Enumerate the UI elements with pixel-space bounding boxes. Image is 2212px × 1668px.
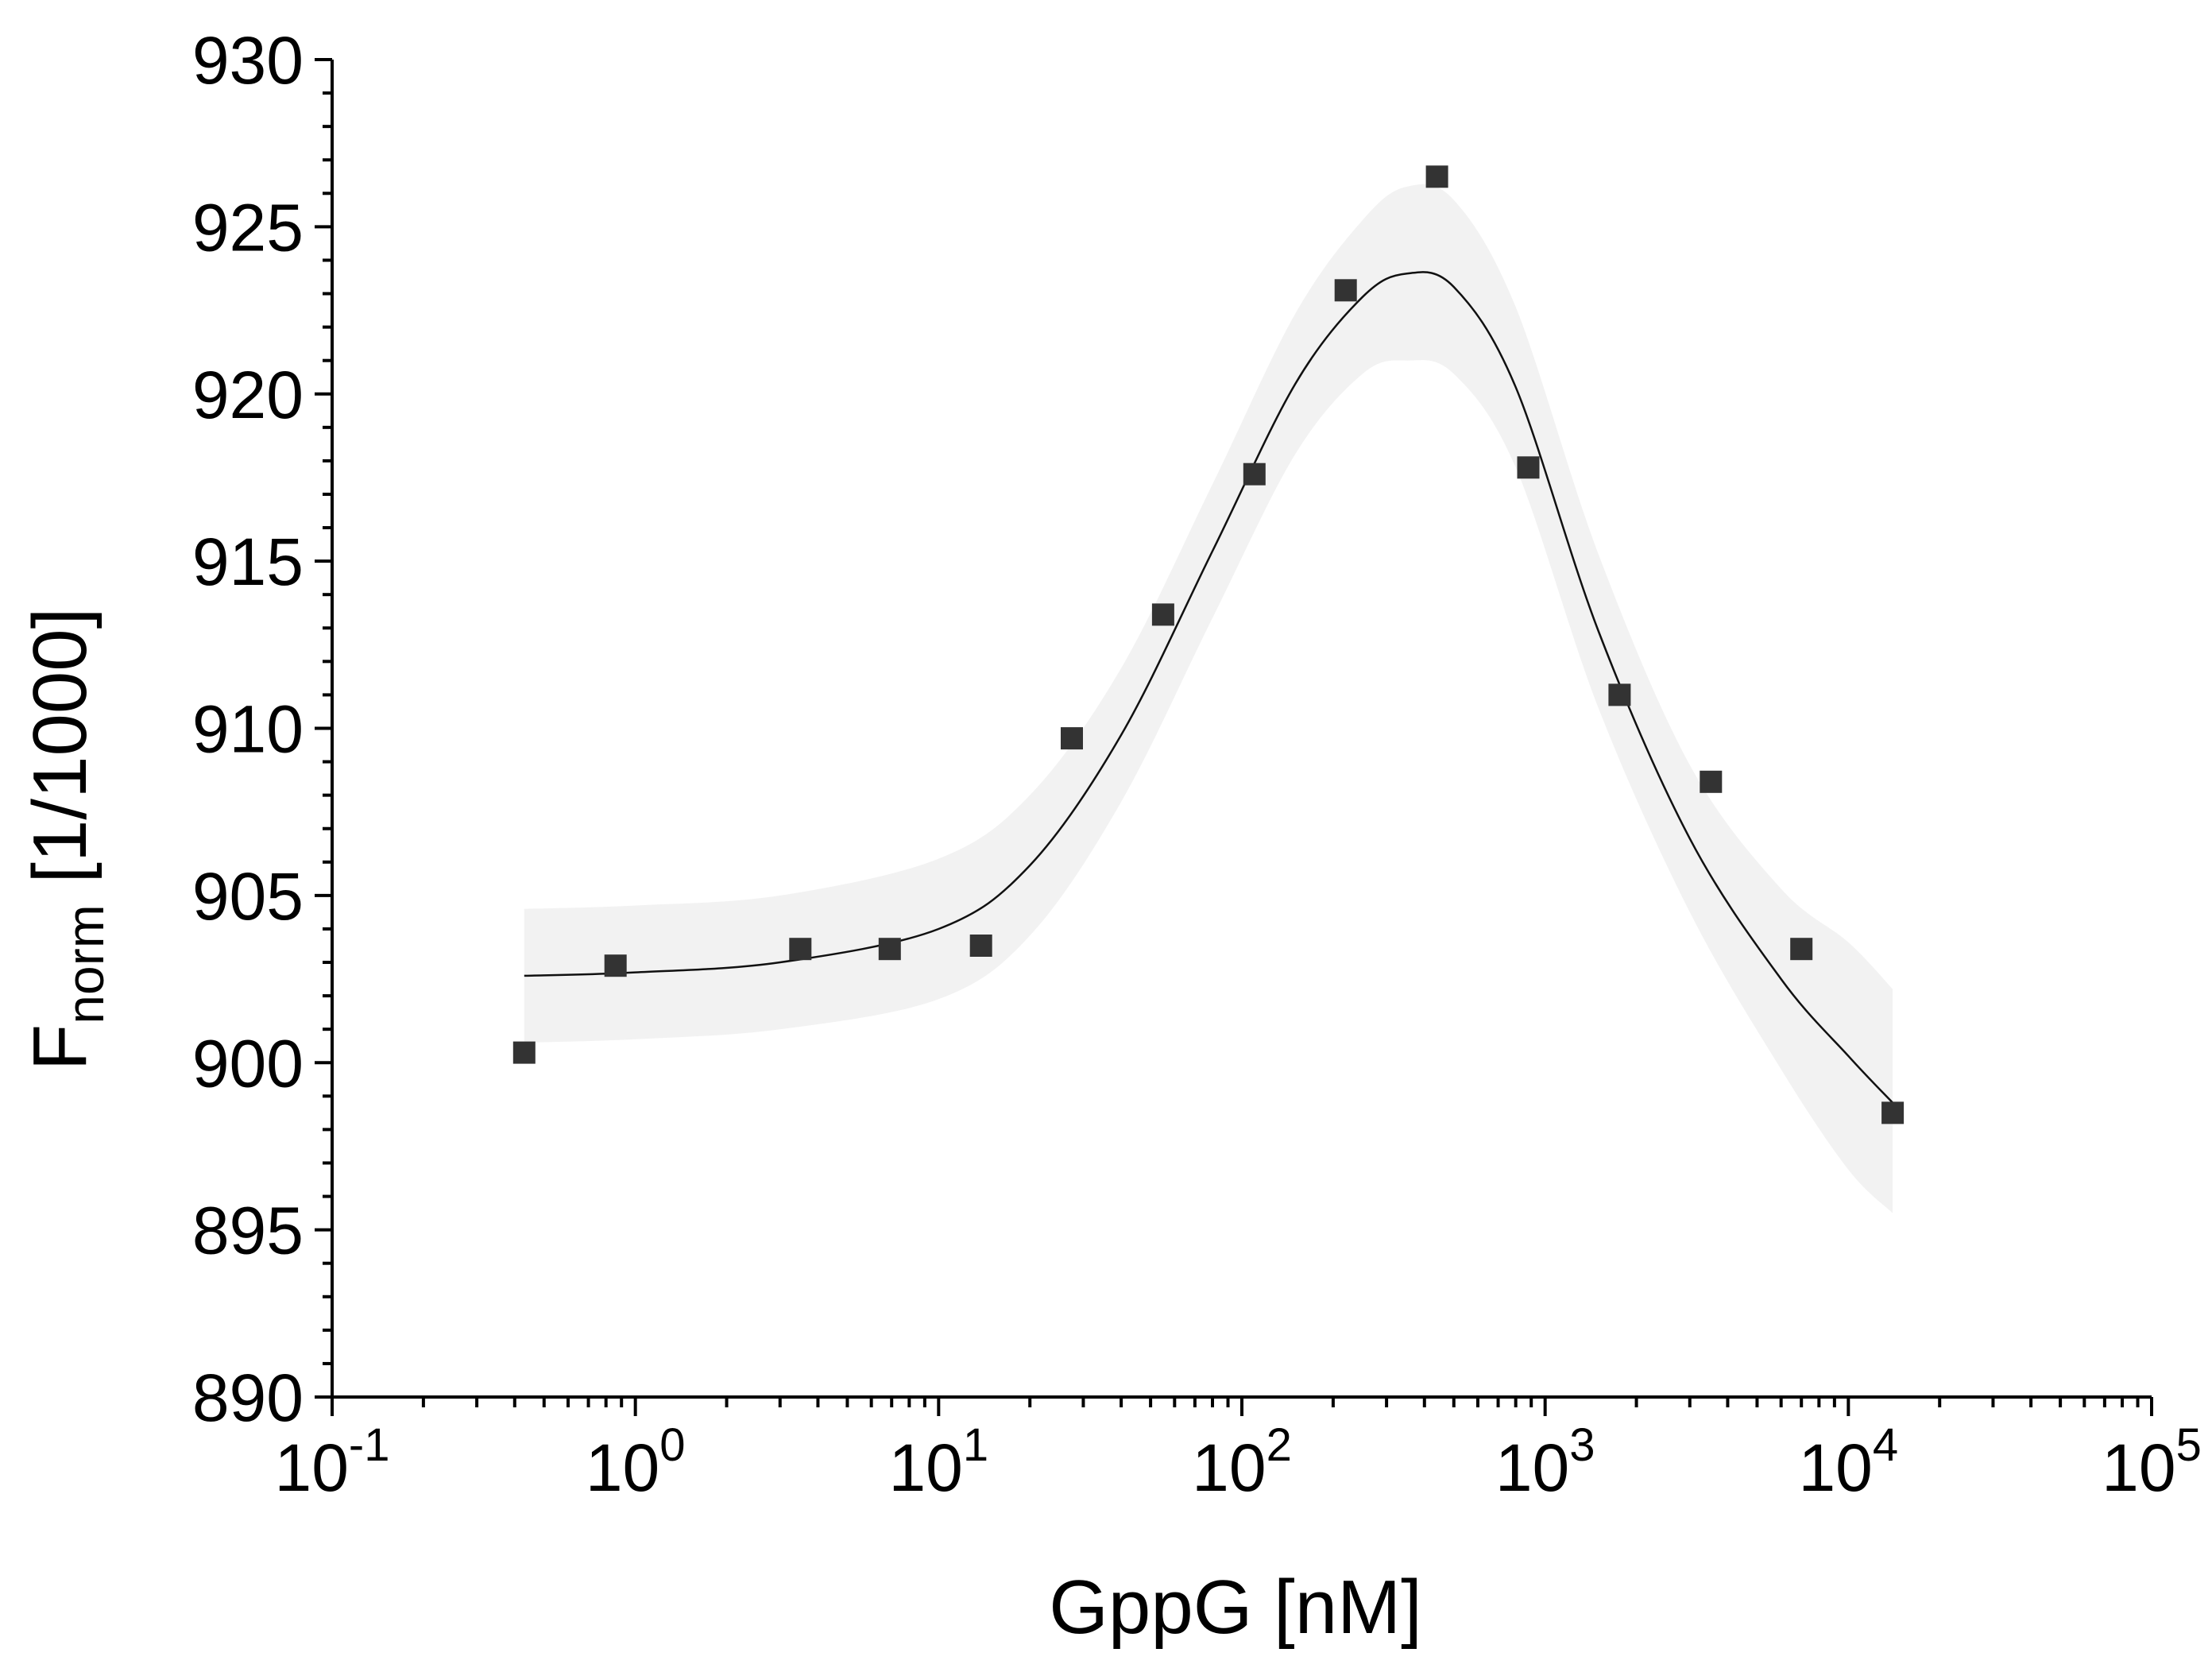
y-tick-label: 925 xyxy=(192,190,304,265)
y-tick-label: 915 xyxy=(192,524,304,599)
y-tick-label: 900 xyxy=(192,1026,304,1101)
data-point xyxy=(1790,938,1813,961)
data-points-layer xyxy=(512,165,1905,1124)
y-tick-label: 905 xyxy=(192,859,304,934)
confidence-band-layer xyxy=(524,184,1893,1213)
data-point xyxy=(1061,727,1083,750)
data-point xyxy=(1608,683,1631,706)
y-tick-label: 920 xyxy=(192,358,304,432)
data-point xyxy=(878,938,901,961)
data-point xyxy=(1517,456,1540,479)
y-axis-title-main: F xyxy=(17,1024,102,1071)
y-axis-title-tail: [1/1000] xyxy=(17,608,102,905)
y-tick-label: 890 xyxy=(192,1360,304,1435)
data-point xyxy=(1243,462,1266,486)
axes-layer xyxy=(315,58,2153,1416)
x-tick-label: 100 xyxy=(586,1419,686,1505)
x-tick-label: 103 xyxy=(1495,1419,1595,1505)
data-point xyxy=(1425,165,1448,188)
data-point xyxy=(969,935,992,957)
confidence-band xyxy=(524,184,1893,1213)
labels-layer: 890 895 900 905 910 915 920 925 930 10-1 100 101 102… xyxy=(192,23,2202,1505)
y-axis-title: Fnorm [1/1000] xyxy=(17,608,114,1071)
x-tick-label: 10-1 xyxy=(274,1419,389,1505)
y-tick-label: 910 xyxy=(192,692,304,767)
y-axis-title-sub: norm xyxy=(56,904,114,1024)
x-axis-title: GppG [nM] xyxy=(1049,1565,1422,1650)
x-tick-label: 104 xyxy=(1798,1419,1898,1505)
data-point xyxy=(1151,603,1174,626)
x-tick-label: 101 xyxy=(888,1419,988,1505)
x-tick-label: 102 xyxy=(1192,1419,1292,1505)
data-point xyxy=(1881,1101,1905,1124)
data-point xyxy=(1700,770,1723,793)
data-point xyxy=(1334,279,1357,302)
y-tick-label: 895 xyxy=(192,1194,304,1268)
x-tick-label: 105 xyxy=(2102,1419,2202,1505)
data-point xyxy=(604,954,627,977)
data-point xyxy=(512,1041,536,1064)
y-tick-label: 930 xyxy=(192,23,304,98)
data-point xyxy=(789,938,812,961)
